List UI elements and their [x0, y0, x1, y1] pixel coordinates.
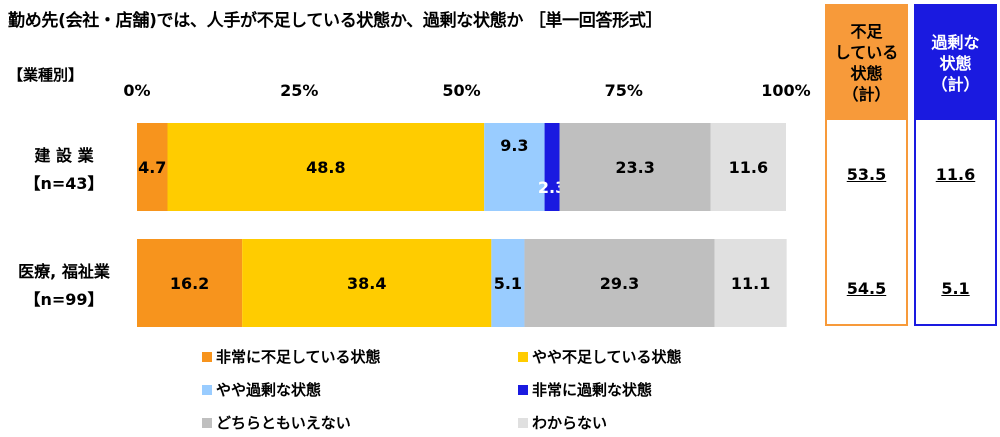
data-label: 5.1	[494, 274, 522, 293]
data-label: 16.2	[170, 274, 209, 293]
excess-total-value: 5.1	[941, 279, 970, 298]
category-label: 建 設 業	[34, 146, 94, 165]
shortage-total-value: 53.5	[846, 165, 887, 184]
category-n-label: 【n=99】	[24, 290, 103, 309]
legend-label: 非常に過剰な状態	[532, 381, 653, 399]
bar-segment	[167, 123, 485, 211]
bar-segment	[559, 123, 711, 211]
bar-segment	[710, 123, 786, 211]
legend-label: 非常に不足している状態	[216, 348, 381, 366]
data-label: 48.8	[306, 158, 345, 177]
data-label: 29.3	[600, 274, 639, 293]
data-label: 11.1	[731, 274, 770, 293]
legend-item: わからない	[518, 412, 607, 433]
legend-swatch	[518, 384, 528, 395]
shortage-total-box: 不足 している 状態 （計） 53.5 54.5	[825, 4, 908, 326]
legend-label: わからない	[532, 414, 608, 432]
data-label: 4.7	[138, 158, 166, 177]
legend-item: やや不足している状態	[518, 346, 682, 367]
x-tick-label: 0%	[123, 81, 150, 100]
excess-total-header: 過剰な 状態 （計）	[916, 6, 995, 120]
shortage-total-header: 不足 している 状態 （計）	[827, 6, 906, 120]
legend-swatch	[518, 351, 528, 362]
legend-swatch	[202, 417, 212, 428]
legend-item: 非常に過剰な状態	[518, 379, 652, 400]
chart-title: 勤め先(会社・店舗)では、人手が不足している状態か、過剰な状態か ［単一回答形式…	[8, 11, 663, 31]
shortage-total-value: 54.5	[846, 279, 887, 298]
bar-segment	[137, 123, 168, 211]
x-tick-label: 25%	[280, 81, 318, 100]
bar-segment	[491, 239, 525, 327]
legend-item: どちらともいえない	[202, 412, 351, 433]
category-n-label: 【n=43】	[24, 174, 103, 193]
legend-label: やや過剰な状態	[216, 381, 322, 399]
bar-segment	[524, 239, 715, 327]
stacked-bar-chart: 0% 25% 50% 75% 100% 建 設 業【n=43】医療, 福祉業【n=99】 4…	[18, 81, 811, 327]
bar-segment	[242, 239, 492, 327]
bar-segment	[484, 123, 545, 211]
bar-segment	[544, 123, 560, 211]
legend-item: 非常に不足している状態	[202, 346, 381, 367]
data-label: 38.4	[347, 274, 386, 293]
excess-total-value: 11.6	[935, 165, 976, 184]
excess-total-box: 過剰な 状態 （計） 11.6 5.1	[914, 4, 997, 326]
x-tick-label: 75%	[605, 81, 643, 100]
legend-label: やや不足している状態	[532, 348, 682, 366]
bar-segment	[137, 239, 243, 327]
legend-swatch	[202, 384, 212, 395]
legend-swatch	[518, 417, 528, 428]
chart-subtitle: 【業種別】	[8, 66, 84, 84]
bar-segment	[714, 239, 787, 327]
legend-item: やや過剰な状態	[202, 379, 321, 400]
legend-label: どちらともいえない	[216, 414, 351, 432]
data-label: 23.3	[615, 158, 654, 177]
category-label: 医療, 福祉業	[18, 262, 111, 281]
x-tick-label: 100%	[761, 81, 810, 100]
data-label: 2.3	[538, 178, 566, 197]
x-tick-label: 50%	[442, 81, 480, 100]
legend-swatch	[202, 351, 212, 362]
data-label: 9.3	[500, 136, 528, 155]
data-label: 11.6	[729, 158, 768, 177]
